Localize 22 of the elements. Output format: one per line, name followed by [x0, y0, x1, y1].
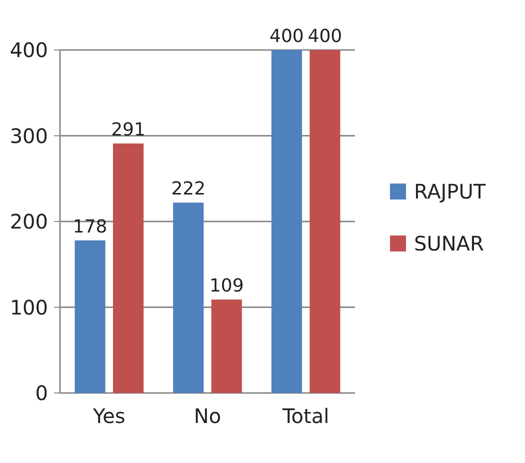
data-label: 400 [308, 26, 342, 47]
data-label: 400 [270, 26, 304, 47]
data-label: 178 [72, 216, 108, 238]
data-label: 109 [209, 276, 244, 297]
x-tick-label: Yes [92, 404, 126, 428]
data-label: 222 [171, 178, 206, 200]
x-tick-label: Total [281, 404, 330, 428]
y-tick-label: 0 [35, 381, 48, 405]
bar [211, 300, 242, 393]
bar [173, 202, 204, 393]
x-tick-label: No [194, 404, 222, 428]
data-label: 291 [111, 119, 146, 140]
legend-label: RAJPUT [414, 180, 486, 204]
y-tick-label: 400 [10, 38, 48, 62]
bar [271, 50, 302, 393]
y-tick-label: 300 [10, 124, 48, 148]
bar [74, 240, 106, 393]
y-tick-label: 100 [10, 295, 48, 320]
y-tick-label: 200 [10, 210, 48, 234]
bar [310, 50, 340, 393]
bar [112, 143, 144, 393]
legend-label: SUNAR [414, 232, 484, 256]
